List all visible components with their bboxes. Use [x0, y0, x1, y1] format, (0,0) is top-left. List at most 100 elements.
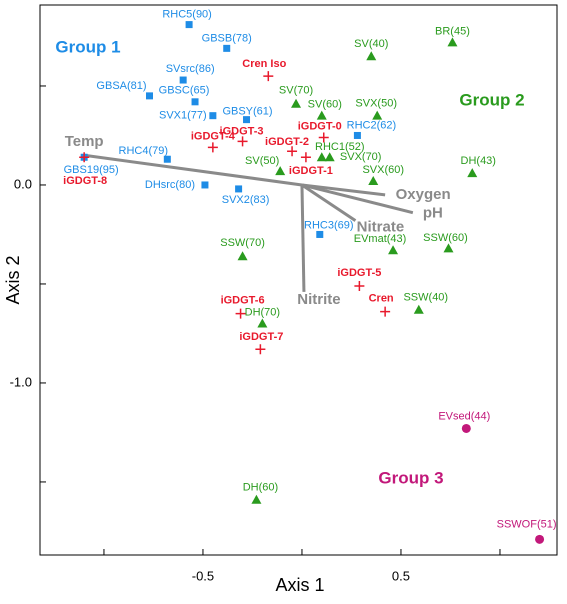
- marker: [388, 245, 399, 255]
- vector: [301, 183, 386, 197]
- marker: [223, 44, 231, 52]
- point-label: GBSA(81): [96, 80, 146, 92]
- marker: [380, 306, 391, 317]
- vector-label: Nitrite: [297, 291, 340, 308]
- marker: [275, 166, 286, 176]
- marker: [163, 155, 171, 163]
- point-label: Cren Iso: [242, 58, 286, 70]
- point-label: RHC5(90): [162, 9, 212, 21]
- point-label: EVmat(43): [354, 233, 407, 245]
- vector: [83, 153, 303, 187]
- point-label: SSW(70): [220, 237, 265, 249]
- marker: [316, 110, 327, 120]
- point-label: SV(60): [308, 99, 342, 111]
- point-label: iGDGT-5: [337, 267, 381, 279]
- marker: [251, 494, 262, 504]
- point-label: RHC4(79): [119, 145, 169, 157]
- marker: [368, 176, 379, 186]
- vector: [301, 183, 357, 222]
- point-label: SVX(70): [340, 151, 382, 163]
- point-label: SVX(50): [355, 98, 397, 110]
- point-label: DH(60): [243, 482, 278, 494]
- point-label: iGDGT-8: [63, 175, 107, 187]
- y-tick-label: 0.0: [14, 176, 32, 191]
- marker: [237, 251, 248, 261]
- point-label: SSW(40): [403, 292, 448, 304]
- plot-frame: [39, 4, 558, 556]
- marker: [255, 344, 266, 355]
- point-label: DH(70): [245, 306, 280, 318]
- point-label: GBSB(78): [202, 32, 252, 44]
- marker: [145, 92, 153, 100]
- point-label: SSW(60): [423, 232, 468, 244]
- point-label: DH(43): [461, 155, 496, 167]
- vector-label: Nitrate: [357, 219, 405, 236]
- point-label: EVsed(44): [438, 410, 490, 422]
- point-label: iGDGT-0: [298, 120, 342, 132]
- point-label: DHsrc(80): [145, 179, 195, 191]
- point-label: BR(45): [435, 25, 470, 37]
- marker: [235, 308, 246, 319]
- point-label: iGDGT-2: [265, 136, 309, 148]
- x-axis-title: Axis 1: [275, 575, 324, 595]
- point-label: SV(40): [354, 38, 388, 50]
- marker: [291, 98, 302, 108]
- point-label: SVX1(77): [159, 110, 207, 122]
- marker: [263, 71, 274, 82]
- point-label: GBS19(95): [64, 164, 119, 176]
- marker: [201, 181, 209, 189]
- point-label: iGDGT-1: [289, 165, 333, 177]
- point-label: RHC3(69): [304, 219, 354, 231]
- vector: [300, 184, 306, 292]
- x-tick-label: 0.5: [392, 568, 410, 583]
- point-label: GBSY(61): [222, 106, 272, 118]
- marker: [257, 318, 268, 328]
- marker: [461, 423, 471, 433]
- marker: [353, 131, 361, 139]
- marker: [316, 152, 327, 162]
- marker: [237, 136, 248, 147]
- point-label: RHC1(52): [315, 141, 365, 153]
- point-label: GBSC(65): [159, 85, 210, 97]
- x-tick-label: -0.5: [192, 568, 214, 583]
- vector-label: pH: [423, 205, 443, 222]
- vector: [301, 183, 414, 215]
- marker: [366, 51, 377, 61]
- marker: [179, 76, 187, 84]
- marker: [243, 116, 251, 124]
- marker: [235, 185, 243, 193]
- point-label: SVX2(83): [222, 194, 270, 206]
- point-label: SVX(60): [362, 164, 404, 176]
- marker: [209, 112, 217, 120]
- point-label: iGDGT-3: [220, 125, 264, 137]
- point-label: SV(70): [279, 85, 313, 97]
- vector-label: Temp: [65, 133, 104, 150]
- marker: [354, 280, 365, 291]
- point-label: iGDGT-7: [239, 331, 283, 343]
- vector-label: Oxygen: [396, 186, 451, 203]
- point-label: iGDGT-4: [191, 130, 236, 142]
- marker: [318, 132, 329, 143]
- point-label: RHC2(62): [347, 119, 397, 131]
- marker: [467, 168, 478, 178]
- group-label: Group 1: [55, 37, 120, 56]
- marker: [413, 304, 424, 314]
- marker: [287, 146, 298, 157]
- point-label: SVsrc(86): [166, 63, 215, 75]
- marker: [324, 152, 335, 162]
- marker: [191, 98, 199, 106]
- marker: [316, 230, 324, 238]
- y-axis-title: Axis 2: [3, 255, 23, 304]
- marker: [535, 534, 545, 544]
- group-label: Group 2: [459, 90, 524, 109]
- marker: [185, 21, 193, 29]
- marker: [372, 110, 383, 120]
- marker: [300, 152, 311, 163]
- point-label: iGDGT-6: [221, 295, 265, 307]
- y-tick-label: -1.0: [10, 374, 32, 389]
- group-label: Group 3: [378, 468, 443, 487]
- point-label: Cren: [369, 293, 394, 305]
- marker: [207, 142, 218, 153]
- marker: [79, 152, 90, 163]
